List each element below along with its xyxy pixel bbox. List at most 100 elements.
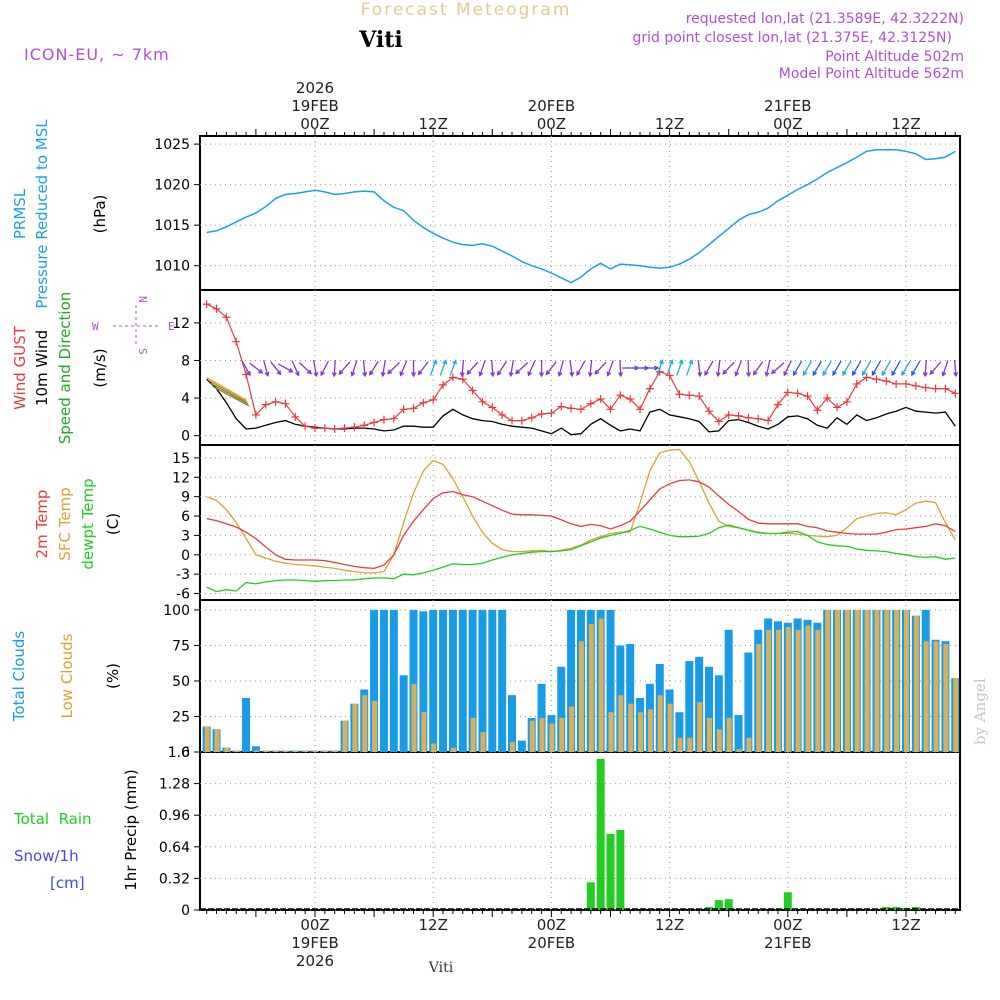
wind-direction-arrow bbox=[509, 359, 515, 376]
low-cloud-bar bbox=[293, 750, 299, 752]
wind-direction-arrow bbox=[558, 360, 564, 376]
gust-marker bbox=[596, 394, 605, 403]
wind-arrow-head bbox=[432, 359, 438, 365]
gust-marker bbox=[448, 373, 457, 382]
low-cloud-bar bbox=[362, 695, 368, 752]
clouds-label-total: Total Clouds bbox=[10, 631, 28, 723]
gust-marker bbox=[537, 410, 546, 418]
low-cloud-bar bbox=[303, 750, 309, 752]
low-cloud-bar bbox=[677, 737, 683, 752]
total-cloud-bar bbox=[448, 609, 457, 752]
wind-arrow-head bbox=[901, 370, 906, 377]
x-axis-top-label: 2026 bbox=[296, 79, 334, 97]
gust-marker bbox=[606, 405, 615, 414]
gust-marker bbox=[921, 383, 930, 392]
wind-arrow-head bbox=[569, 371, 575, 378]
x-axis-top-label: 00Z bbox=[300, 115, 329, 133]
wind-arrow-head bbox=[822, 370, 827, 377]
y-tick-label: 0 bbox=[181, 429, 190, 445]
low-cloud-bar bbox=[569, 706, 575, 752]
low-cloud-bar bbox=[263, 750, 269, 752]
wind-direction-arrow bbox=[942, 360, 949, 376]
wind-direction-arrow bbox=[382, 359, 386, 376]
low-cloud-bar bbox=[322, 750, 328, 752]
gust-marker bbox=[498, 410, 507, 419]
gust-marker bbox=[636, 405, 645, 414]
temp-label-2m: 2m Temp bbox=[33, 490, 51, 559]
panel-frame-2 bbox=[199, 444, 961, 601]
rain-bar bbox=[586, 882, 595, 910]
wind-direction-arrow bbox=[747, 359, 750, 376]
low-cloud-bar bbox=[864, 609, 870, 752]
total-cloud-bar bbox=[675, 712, 684, 752]
y-tick-label: 0.32 bbox=[159, 871, 190, 887]
gust-marker bbox=[833, 403, 842, 412]
wind-direction-arrow bbox=[735, 360, 743, 376]
low-cloud-bar bbox=[598, 618, 604, 752]
low-cloud-bar bbox=[933, 641, 939, 752]
x-axis-top-label: 20FEB bbox=[528, 97, 575, 115]
wind-arrow-head bbox=[490, 372, 496, 378]
wind-label-gust: Wind GUST bbox=[11, 325, 29, 410]
low-cloud-bar bbox=[342, 720, 348, 752]
low-cloud-bar bbox=[874, 609, 880, 752]
low-cloud-bar bbox=[697, 702, 703, 752]
wind-arrow-head bbox=[891, 370, 896, 377]
rain-bar bbox=[783, 892, 792, 910]
wind-arrow-head bbox=[871, 370, 877, 377]
gust-marker bbox=[261, 400, 270, 409]
low-cloud-bar bbox=[588, 624, 594, 752]
y-tick-label: 0.96 bbox=[159, 808, 190, 824]
total-cloud-bar bbox=[242, 698, 251, 752]
gust-marker bbox=[862, 373, 871, 382]
wind-direction-arrow bbox=[491, 359, 494, 376]
wind-direction-arrow bbox=[497, 360, 508, 376]
wind-direction-arrow bbox=[656, 360, 664, 376]
precip-label-rain: Total Rain bbox=[13, 810, 92, 828]
wind-direction-arrow bbox=[832, 360, 842, 376]
wind-direction-arrow bbox=[842, 360, 852, 376]
wind-arrow-head bbox=[861, 370, 867, 377]
wind-unit: (m/s) bbox=[91, 348, 109, 387]
x-axis-bottom-label: 00Z bbox=[773, 916, 802, 934]
wind-direction-arrow bbox=[338, 361, 351, 375]
low-cloud-bar bbox=[766, 629, 772, 752]
x-axis-top-label: 00Z bbox=[773, 115, 802, 133]
rain-bar bbox=[714, 900, 723, 910]
total-cloud-bar bbox=[251, 746, 260, 752]
panel-frame-1 bbox=[199, 289, 961, 446]
low-cloud-bar bbox=[687, 737, 693, 752]
temp-label-sfc: SFC Temp bbox=[56, 487, 74, 560]
gust-marker bbox=[842, 397, 851, 406]
low-cloud-bar bbox=[539, 717, 545, 752]
wind-direction-arrow bbox=[765, 360, 771, 376]
x-axis-bottom-label: 12Z bbox=[419, 916, 448, 934]
gust-marker bbox=[616, 391, 625, 400]
x-axis-bottom-label: 19FEB bbox=[291, 934, 338, 952]
wind-arrow-head bbox=[704, 370, 709, 377]
wind-arrow-head bbox=[497, 370, 502, 376]
gust-marker bbox=[251, 410, 260, 419]
wind-direction-arrow bbox=[369, 360, 379, 376]
wind-direction-arrow bbox=[439, 360, 447, 376]
low-cloud-bar bbox=[943, 644, 949, 752]
wind-arrow-head bbox=[832, 370, 837, 377]
total-cloud-bar bbox=[567, 609, 576, 752]
gust-marker bbox=[439, 380, 448, 389]
low-cloud-bar bbox=[638, 712, 644, 752]
low-cloud-bar bbox=[273, 750, 279, 752]
low-cloud-bar bbox=[825, 609, 831, 752]
low-cloud-bar bbox=[313, 750, 318, 752]
wind-arrow-head bbox=[792, 370, 798, 377]
wind-direction-arrow bbox=[676, 360, 683, 376]
total-cloud-bar bbox=[734, 715, 743, 752]
wind-arrow-head bbox=[369, 370, 374, 376]
total-cloud-bar bbox=[409, 609, 418, 752]
precip-axis-label: 1hr Precip (mm) bbox=[122, 769, 140, 890]
wind-arrow-head bbox=[515, 369, 521, 375]
wind-direction-arrow bbox=[362, 359, 366, 376]
wind-arrow-head bbox=[688, 359, 694, 365]
x-axis-top-label: 12Z bbox=[891, 115, 920, 133]
app-title: Forecast Meteogram bbox=[361, 0, 572, 20]
gust-marker bbox=[931, 384, 940, 393]
